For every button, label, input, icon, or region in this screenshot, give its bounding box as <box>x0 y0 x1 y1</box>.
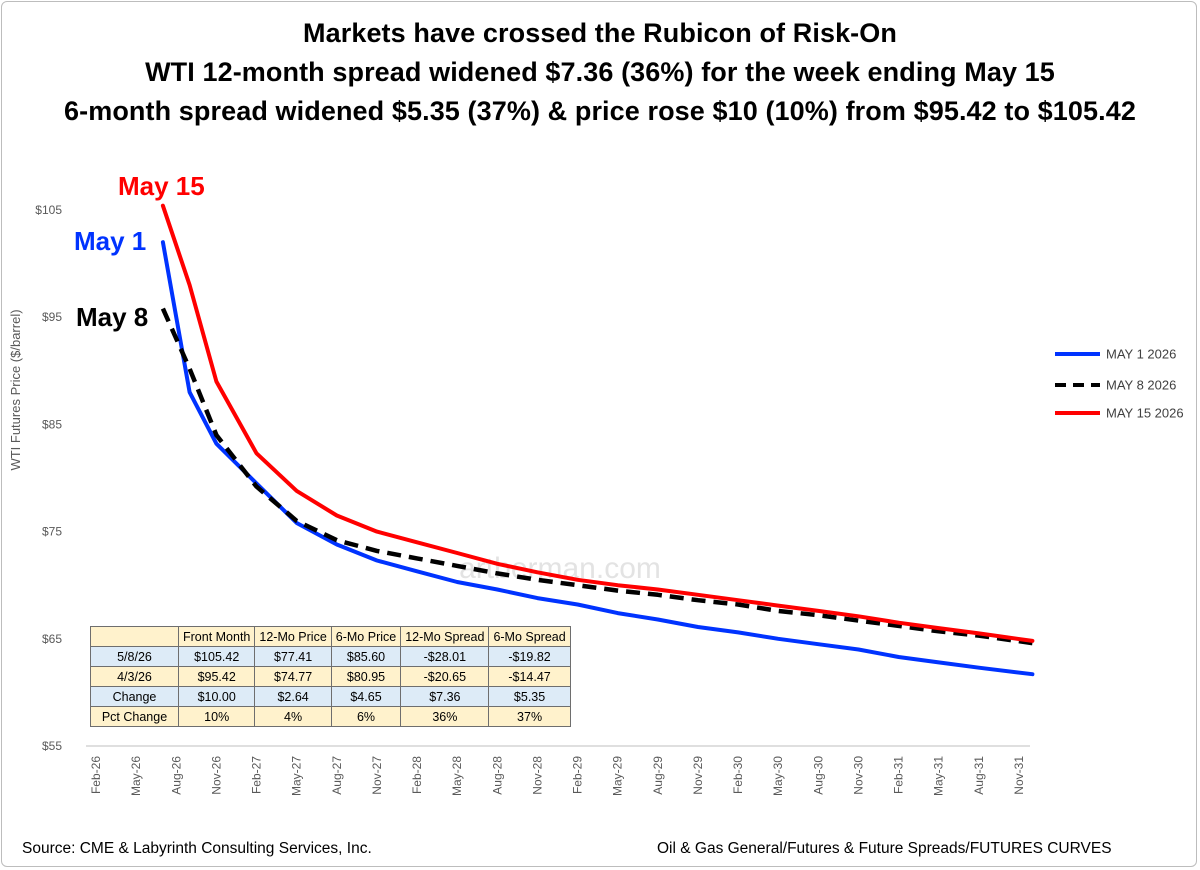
chart-title-line-2: WTI 12-month spread widened $7.36 (36%) … <box>145 57 1055 87</box>
x-tick-label: May-29 <box>611 756 625 796</box>
table-cell: -$19.82 <box>488 646 571 667</box>
legend: MAY 1 2026 MAY 8 2026 MAY 15 2026 <box>1055 347 1184 421</box>
table-row: 4/3/26 $95.42 $74.77 $80.95 -$20.65 -$14… <box>90 666 571 687</box>
table-header-row: Front Month 12-Mo Price 6-Mo Price 12-Mo… <box>90 626 571 647</box>
chart-title-line-3: 6-month spread widened $5.35 (37%) & pri… <box>64 96 1136 126</box>
y-tick-label: $75 <box>42 525 62 539</box>
x-tick-label: May-30 <box>771 756 785 796</box>
series-line-may-15-2026 <box>160 203 1035 643</box>
x-tick-label: May-28 <box>450 756 464 796</box>
table-cell: $4.65 <box>330 686 402 707</box>
table-cell: $74.77 <box>254 666 332 687</box>
x-tick-label: May-27 <box>290 756 304 796</box>
table-cell: -$28.01 <box>400 646 490 667</box>
table-header-cell: 12-Mo Price <box>254 626 332 647</box>
x-tick-label: Aug-28 <box>490 756 504 795</box>
table-cell: $7.36 <box>400 686 490 707</box>
x-tick-label: Feb-29 <box>571 756 585 794</box>
x-tick-label: Feb-30 <box>731 756 745 794</box>
x-tick-label: Nov-28 <box>530 756 544 795</box>
y-tick-label: $55 <box>42 739 62 753</box>
curve-annotation: May 8 <box>76 302 148 332</box>
x-tick-label: Nov-29 <box>691 756 705 795</box>
table-cell: 4/3/26 <box>90 666 179 687</box>
x-tick-label: Nov-27 <box>370 756 384 795</box>
series-line-may-1-2026 <box>160 240 1035 677</box>
x-tick-label: Aug-30 <box>811 756 825 795</box>
curve-annotations: May 15 May 1 May 8 <box>74 171 205 332</box>
file-path-note: Oil & Gas General/Futures & Future Sprea… <box>657 840 1112 857</box>
y-tick-label: $105 <box>35 203 62 217</box>
table-cell: Pct Change <box>90 706 179 727</box>
table-row: 5/8/26 $105.42 $77.41 $85.60 -$28.01 -$1… <box>90 646 571 667</box>
x-tick-label: Feb-28 <box>410 756 424 794</box>
table-cell: 37% <box>488 706 571 727</box>
x-tick-label: Feb-26 <box>89 756 103 794</box>
table-cell: $95.42 <box>177 666 256 687</box>
x-tick-label: Aug-31 <box>972 756 986 795</box>
chart-title-line-1: Markets have crossed the Rubicon of Risk… <box>303 18 897 48</box>
x-tick-label: Feb-27 <box>250 756 264 794</box>
x-tick-label: May-26 <box>129 756 143 796</box>
table-cell: $85.60 <box>330 646 402 667</box>
table-header-cell: 6-Mo Spread <box>488 626 571 647</box>
watermark: artberman.com <box>459 552 661 585</box>
legend-entry: MAY 8 2026 <box>1106 378 1176 393</box>
table-row: Pct Change 10% 4% 6% 36% 37% <box>90 706 571 727</box>
curve-annotation: May 15 <box>118 171 205 201</box>
x-tick-label: Nov-31 <box>1012 756 1026 795</box>
y-tick-label: $95 <box>42 310 62 324</box>
table-cell: 5/8/26 <box>90 646 179 667</box>
y-axis-label: WTI Futures Price ($/barrel) <box>8 309 23 470</box>
legend-entry: MAY 1 2026 <box>1106 347 1176 362</box>
table-header-cell: Front Month <box>177 626 256 647</box>
source-note: Source: CME & Labyrinth Consulting Servi… <box>22 840 372 857</box>
x-tick-label: May-31 <box>932 756 946 796</box>
table-header-cell <box>90 626 179 647</box>
y-tick-label: $85 <box>42 417 62 431</box>
x-tick-label: Aug-26 <box>169 756 183 795</box>
table-cell: $10.00 <box>177 686 256 707</box>
x-tick-label: Nov-26 <box>209 756 223 795</box>
y-tick-label: $65 <box>42 632 62 646</box>
table-cell: $2.64 <box>254 686 332 707</box>
x-tick-label: Aug-29 <box>651 756 665 795</box>
x-tick-label: Feb-31 <box>892 756 906 794</box>
legend-entry: MAY 15 2026 <box>1106 406 1184 421</box>
table-header-cell: 12-Mo Spread <box>400 626 490 647</box>
table-cell: $105.42 <box>177 646 256 667</box>
table-cell: -$14.47 <box>488 666 571 687</box>
table-cell: 4% <box>254 706 332 727</box>
series-line-may-8-2026 <box>160 307 1033 646</box>
x-tick-label: Aug-27 <box>330 756 344 795</box>
table-cell: 36% <box>400 706 490 727</box>
table-cell: -$20.65 <box>400 666 490 687</box>
y-axis-ticks: $105 $95 $85 $75 $65 $55 <box>35 203 62 753</box>
spread-summary-table: Front Month 12-Mo Price 6-Mo Price 12-Mo… <box>90 626 571 727</box>
x-axis-ticks: Feb-26 May-26 Aug-26 Nov-26 Feb-27 May-27 Aug-… <box>89 756 1026 796</box>
table-cell: $77.41 <box>254 646 332 667</box>
series-lines <box>160 203 1035 677</box>
table-cell: $5.35 <box>488 686 571 707</box>
table-cell: Change <box>90 686 179 707</box>
x-tick-label: Nov-30 <box>851 756 865 795</box>
table-cell: 6% <box>330 706 402 727</box>
table-row: Change $10.00 $2.64 $4.65 $7.36 $5.35 <box>90 686 571 707</box>
table-header-cell: 6-Mo Price <box>330 626 402 647</box>
table-cell: 10% <box>177 706 256 727</box>
table-cell: $80.95 <box>330 666 402 687</box>
curve-annotation: May 1 <box>74 226 146 256</box>
